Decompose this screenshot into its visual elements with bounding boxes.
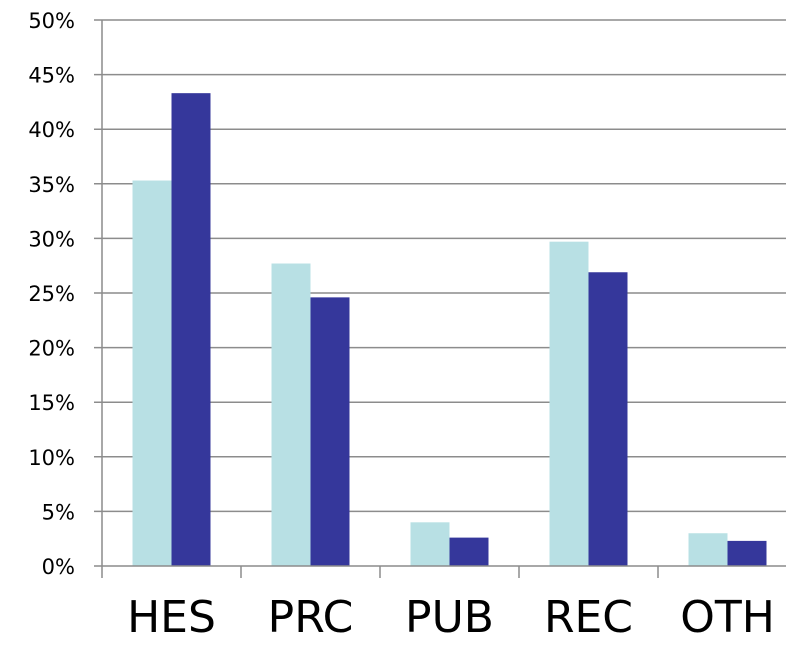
y-tick-label: 40% <box>28 118 75 142</box>
bar-prc-series-1 <box>271 263 311 566</box>
bar-prc-series-2 <box>310 297 350 566</box>
y-tick-label: 5% <box>42 500 75 524</box>
bar-pub-series-2 <box>449 537 489 566</box>
bar-oth-series-2 <box>727 540 767 566</box>
axes <box>94 20 786 578</box>
y-tick-label: 45% <box>28 64 75 88</box>
x-axis-tick-labels: HES PRC PUB REC OTH <box>127 592 775 643</box>
y-tick-label: 10% <box>28 446 75 470</box>
x-tick-label: HES <box>127 592 216 643</box>
y-tick-label: 20% <box>28 337 75 361</box>
bar-rec-series-1 <box>549 241 589 566</box>
bar-oth-series-1 <box>688 533 728 566</box>
y-tick-label: 25% <box>28 282 75 306</box>
bar-rec-series-2 <box>588 272 628 566</box>
y-tick-label: 30% <box>28 227 75 251</box>
y-tick-label: 35% <box>28 173 75 197</box>
x-tick-label: REC <box>544 592 633 643</box>
y-tick-label: 50% <box>28 9 75 33</box>
bars <box>132 93 767 567</box>
x-tick-label: PUB <box>405 592 494 643</box>
bar-pub-series-1 <box>410 522 450 566</box>
y-tick-label: 15% <box>28 391 75 415</box>
x-tick-label: PRC <box>268 592 354 643</box>
x-tick-label: OTH <box>680 592 775 643</box>
bar-hes-series-1 <box>132 180 172 567</box>
y-tick-label: 0% <box>42 555 75 579</box>
y-axis-tick-labels: 0% 5% 10% 15% 20% 25% 30% 35% 40% 45% 50% <box>28 9 75 579</box>
bar-hes-series-2 <box>171 93 211 566</box>
